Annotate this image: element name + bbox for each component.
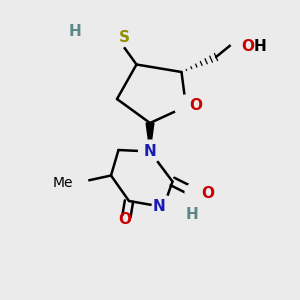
Circle shape bbox=[176, 203, 199, 226]
Circle shape bbox=[229, 26, 251, 49]
Text: H: H bbox=[68, 24, 81, 39]
Text: O: O bbox=[242, 39, 254, 54]
Circle shape bbox=[152, 196, 175, 218]
Text: Me: Me bbox=[53, 176, 74, 190]
Text: O: O bbox=[201, 186, 214, 201]
Text: N: N bbox=[144, 144, 156, 159]
Circle shape bbox=[113, 217, 136, 239]
Circle shape bbox=[139, 140, 161, 163]
Text: H: H bbox=[186, 207, 199, 222]
Text: O: O bbox=[190, 98, 202, 112]
Text: S: S bbox=[118, 30, 130, 45]
Circle shape bbox=[185, 182, 208, 205]
Text: N: N bbox=[152, 199, 165, 214]
Circle shape bbox=[65, 172, 88, 194]
Circle shape bbox=[175, 95, 197, 118]
Circle shape bbox=[106, 26, 128, 49]
Polygon shape bbox=[146, 123, 154, 152]
Circle shape bbox=[71, 20, 94, 43]
Text: O: O bbox=[118, 212, 131, 226]
Text: H: H bbox=[254, 39, 266, 54]
